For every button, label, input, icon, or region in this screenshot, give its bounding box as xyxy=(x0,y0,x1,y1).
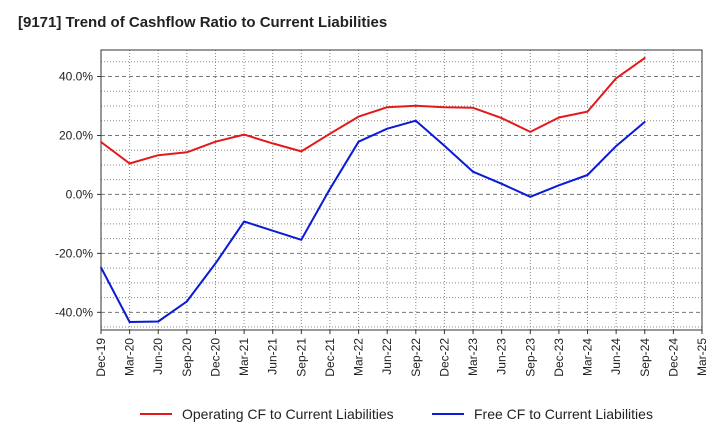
data-point xyxy=(586,110,589,113)
data-point xyxy=(300,150,303,153)
data-point xyxy=(271,229,274,232)
data-point xyxy=(414,104,417,107)
x-tick-label: Mar-24 xyxy=(581,338,595,376)
x-tick-label: Jun-23 xyxy=(495,338,509,375)
data-point xyxy=(100,266,102,269)
series-line-operating-cf xyxy=(100,57,646,165)
x-tick-label: Mar-25 xyxy=(695,338,709,376)
y-tick-label: -20.0% xyxy=(55,246,93,260)
y-tick-label: -40.0% xyxy=(55,305,93,319)
data-point xyxy=(357,115,360,118)
data-point xyxy=(643,121,646,123)
data-point xyxy=(271,142,274,145)
x-tick-label: Mar-20 xyxy=(123,338,137,376)
data-point xyxy=(586,174,589,176)
x-tick-label: Sep-23 xyxy=(523,338,537,377)
x-tick-label: Jun-21 xyxy=(266,338,280,375)
x-tick-label: Dec-20 xyxy=(208,338,222,377)
data-point xyxy=(214,140,217,143)
chart-title: [9171] Trend of Cashflow Ratio to Curren… xyxy=(18,14,388,31)
data-point xyxy=(100,141,102,143)
x-tick-label: Sep-22 xyxy=(409,338,423,377)
x-tick-label: Sep-21 xyxy=(294,338,308,377)
axis-layer xyxy=(97,49,703,334)
x-tick-label: Dec-22 xyxy=(437,338,451,377)
data-point xyxy=(529,195,532,198)
x-tick-label: Mar-22 xyxy=(352,338,366,376)
data-point xyxy=(414,119,417,122)
x-tick-label: Mar-23 xyxy=(466,338,480,376)
data-point xyxy=(500,182,503,185)
data-point xyxy=(643,57,646,59)
y-tick-label: 40.0% xyxy=(59,70,93,84)
data-point xyxy=(615,77,618,80)
series-layer xyxy=(100,57,646,323)
data-point xyxy=(157,154,160,157)
x-tick-label: Dec-24 xyxy=(666,338,680,377)
plot-frame xyxy=(100,49,703,331)
data-point xyxy=(329,187,331,190)
grid-layer xyxy=(101,50,702,330)
data-point xyxy=(128,321,131,323)
x-tick-label: Jun-24 xyxy=(609,338,623,375)
data-point xyxy=(300,238,303,241)
series-line-free-cf xyxy=(100,119,646,323)
data-point xyxy=(243,220,245,223)
data-point xyxy=(386,106,389,109)
data-point xyxy=(472,170,474,173)
x-tick-label: Jun-22 xyxy=(380,338,394,375)
x-tick-label: Mar-21 xyxy=(237,338,251,376)
data-point xyxy=(214,262,217,265)
data-point xyxy=(357,140,360,143)
legend-label-operating-cf: Operating CF to Current Liabilities xyxy=(182,406,394,422)
data-point xyxy=(386,127,389,130)
data-point xyxy=(558,184,560,187)
data-point xyxy=(500,117,503,119)
x-tick-label: Sep-20 xyxy=(180,338,194,377)
legend-label-free-cf: Free CF to Current Liabilities xyxy=(474,406,653,422)
x-tick-label: Jun-20 xyxy=(151,338,165,375)
data-point xyxy=(185,151,188,154)
x-tick-label: Dec-23 xyxy=(552,338,566,377)
legend: Operating CF to Current Liabilities Free … xyxy=(140,406,653,422)
data-point xyxy=(185,300,188,303)
y-tick-label: 0.0% xyxy=(66,187,94,201)
data-point xyxy=(615,145,618,147)
data-point xyxy=(558,116,560,119)
data-point xyxy=(472,106,474,109)
y-tick-label: 20.0% xyxy=(59,128,93,142)
data-point xyxy=(529,131,532,133)
data-point xyxy=(243,133,245,136)
x-tick-label: Dec-19 xyxy=(94,338,108,377)
tick-label-layer: -40.0% -20.0% 0.0% 20.0% 40.0% Dec-19 Mar-20 Ju… xyxy=(55,70,709,377)
data-point xyxy=(443,106,446,109)
data-point xyxy=(157,320,160,323)
data-point xyxy=(329,132,331,135)
x-tick-label: Dec-21 xyxy=(323,338,337,377)
data-point xyxy=(128,162,131,165)
data-point xyxy=(443,144,446,147)
x-tick-label: Sep-24 xyxy=(638,338,652,377)
